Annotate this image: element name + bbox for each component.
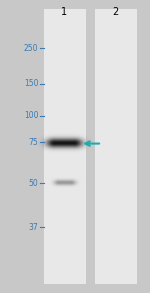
Text: 150: 150 bbox=[24, 79, 38, 88]
Bar bbox=[44, 9, 86, 284]
Text: 1: 1 bbox=[61, 7, 68, 17]
Text: 75: 75 bbox=[28, 138, 38, 146]
Bar bbox=[94, 9, 136, 284]
Text: 250: 250 bbox=[24, 44, 38, 53]
Text: 100: 100 bbox=[24, 111, 38, 120]
Text: 37: 37 bbox=[28, 223, 38, 231]
Text: 50: 50 bbox=[28, 179, 38, 188]
Text: 2: 2 bbox=[112, 7, 119, 17]
